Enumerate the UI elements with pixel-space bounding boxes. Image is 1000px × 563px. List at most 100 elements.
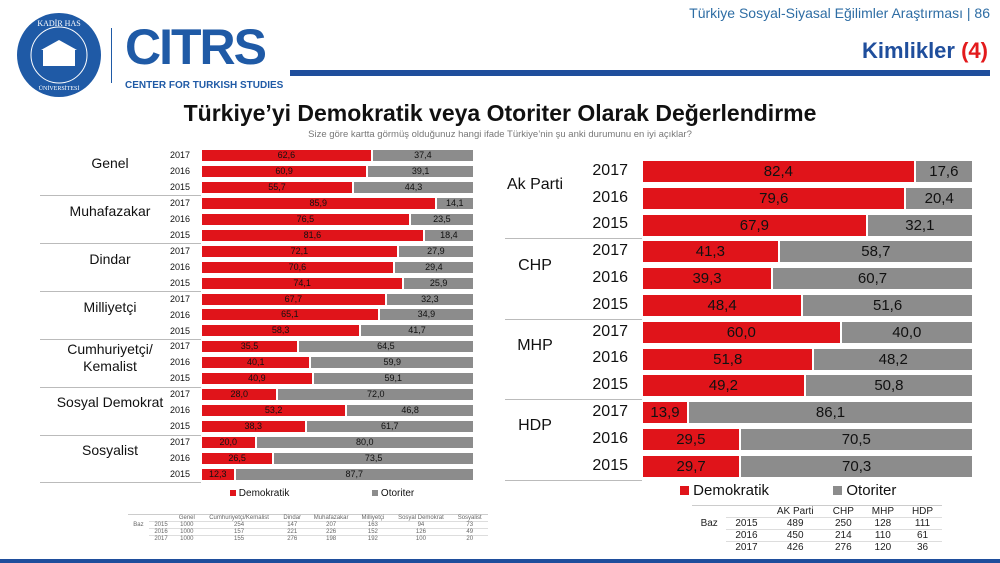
year-label: 2015 <box>592 376 628 394</box>
bar-demokratik: 12,3 <box>201 467 235 481</box>
year-label: 2015 <box>169 277 190 288</box>
group-label: Cumhuriyetçi/ Kemalist <box>67 340 153 374</box>
bar-demokratik: 79,6 <box>642 186 906 210</box>
bar-otoriter: 27,9 <box>397 244 474 258</box>
bar-otoriter: 32,3 <box>385 292 474 306</box>
bar-demokratik: 82,4 <box>642 159 915 183</box>
bar-otoriter: 20,4 <box>905 186 973 210</box>
table-row: Baz 2015 489 250 128 111 <box>692 517 942 530</box>
legend-swatch-demokratik <box>230 490 236 496</box>
bar-otoriter: 80,0 <box>255 436 474 450</box>
bar-otoriter: 86,1 <box>688 401 973 425</box>
year-label: 2015 <box>592 215 628 233</box>
row-label <box>692 542 726 554</box>
table-cell: 2015 <box>148 521 174 529</box>
bar-demokratik: 53,2 <box>201 404 347 418</box>
table-cell: 426 <box>766 541 824 553</box>
table-cell: 120 <box>862 541 904 553</box>
chart-title: Türkiye’yi Demokratik veya Otoriter Olar… <box>183 100 817 126</box>
bar-otoriter: 64,5 <box>297 340 474 354</box>
bar-demokratik: 60,0 <box>642 320 841 344</box>
year-label: 2017 <box>169 437 190 448</box>
column-header: MHP <box>871 506 895 517</box>
legend-label: Otoriter <box>380 488 415 499</box>
table-cell: 20 <box>451 535 488 542</box>
year-label: 2017 <box>169 341 190 352</box>
table-cell: 1000 <box>173 535 201 542</box>
table-cell: 254 <box>200 521 278 529</box>
group-label: Muhafazakar <box>69 202 151 219</box>
bar-demokratik: 35,5 <box>201 340 298 354</box>
table-cell: 276 <box>823 541 863 553</box>
year-label: 2016 <box>169 166 190 177</box>
group-label: HDP <box>518 417 552 435</box>
year-label: 2017 <box>169 389 190 400</box>
table-cell: 2015 <box>726 517 767 530</box>
year-label: 2015 <box>169 229 190 240</box>
column-header: HDP <box>911 506 934 517</box>
column-header: Muhafazakar <box>313 515 349 521</box>
bar-otoriter: 25,9 <box>403 276 474 290</box>
year-label: 2015 <box>592 295 628 313</box>
group-divider <box>40 434 201 436</box>
table-cell: 489 <box>766 517 824 530</box>
table-cell: 49 <box>451 528 488 536</box>
table-row: 2016 1000 157 221 226 152 126 49 <box>128 528 488 536</box>
year-label: 2016 <box>592 188 628 206</box>
group-divider <box>40 243 201 245</box>
group-divider <box>40 386 201 388</box>
year-label: 2017 <box>592 242 628 260</box>
column-header: AK Parti <box>776 506 814 517</box>
base-table-left: Genel Cumhuriyetçi/Kemalist Dindar Muhafaza… <box>128 514 488 542</box>
table-header: Genel Cumhuriyetçi/Kemalist Dindar Muhafaza… <box>128 515 488 522</box>
bar-demokratik: 41,3 <box>642 240 779 264</box>
legend-right: Demokratik Otoriter <box>680 482 896 499</box>
bar-otoriter: 41,7 <box>360 324 474 338</box>
bar-otoriter: 58,7 <box>778 240 973 264</box>
bar-demokratik: 51,8 <box>642 347 814 371</box>
bar-demokratik: 40,1 <box>201 356 311 370</box>
table-cell: 61 <box>903 529 942 542</box>
year-label: 2016 <box>169 405 190 416</box>
report-title: Türkiye Sosyal-Siyasal Eğilimler Araştır… <box>689 5 990 21</box>
bar-otoriter: 46,8 <box>346 404 474 418</box>
table-row: 2017 1000 155 276 198 192 100 20 <box>128 535 488 543</box>
table-cell: 100 <box>390 535 452 542</box>
year-label: 2017 <box>169 245 190 256</box>
table-cell: 147 <box>277 521 307 529</box>
bar-otoriter: 48,2 <box>813 347 973 371</box>
bar-otoriter: 59,1 <box>312 372 474 386</box>
bar-demokratik: 76,5 <box>201 212 410 226</box>
year-label: 2016 <box>169 213 190 224</box>
row-label <box>128 536 149 543</box>
column-header: Sosyal Demokrat <box>398 515 444 521</box>
bar-demokratik: 70,6 <box>201 260 394 274</box>
bar-demokratik: 62,6 <box>201 148 372 162</box>
group-divider <box>505 238 642 240</box>
table-cell: 152 <box>355 528 391 536</box>
group-divider <box>505 318 642 320</box>
year-label: 2017 <box>169 150 190 161</box>
header-divider <box>290 70 990 76</box>
column-header: Dindar <box>283 515 302 521</box>
bar-demokratik: 65,1 <box>201 308 379 322</box>
year-label: 2015 <box>169 325 190 336</box>
table-cell: 276 <box>277 535 307 542</box>
bar-otoriter: 23,5 <box>409 212 474 226</box>
svg-text:ÜNİVERSİTESİ: ÜNİVERSİTESİ <box>39 85 80 92</box>
table-cell: 1000 <box>173 528 201 536</box>
table-cell: 226 <box>306 528 356 536</box>
bar-otoriter: 32,1 <box>866 213 973 237</box>
table-row: 2017 426 276 120 36 <box>692 541 942 554</box>
table-cell: 1000 <box>173 521 201 529</box>
group-divider <box>40 195 201 197</box>
group-divider <box>505 479 642 481</box>
logo-divider <box>111 28 112 83</box>
group-label: Genel <box>91 155 129 172</box>
bar-otoriter: 17,6 <box>914 159 973 183</box>
bar-demokratik: 40,9 <box>201 372 313 386</box>
group-label: Milliyetçi <box>83 298 137 315</box>
year-label: 2015 <box>169 421 190 432</box>
bar-otoriter: 61,7 <box>305 420 474 434</box>
table-cell: 94 <box>390 521 452 529</box>
